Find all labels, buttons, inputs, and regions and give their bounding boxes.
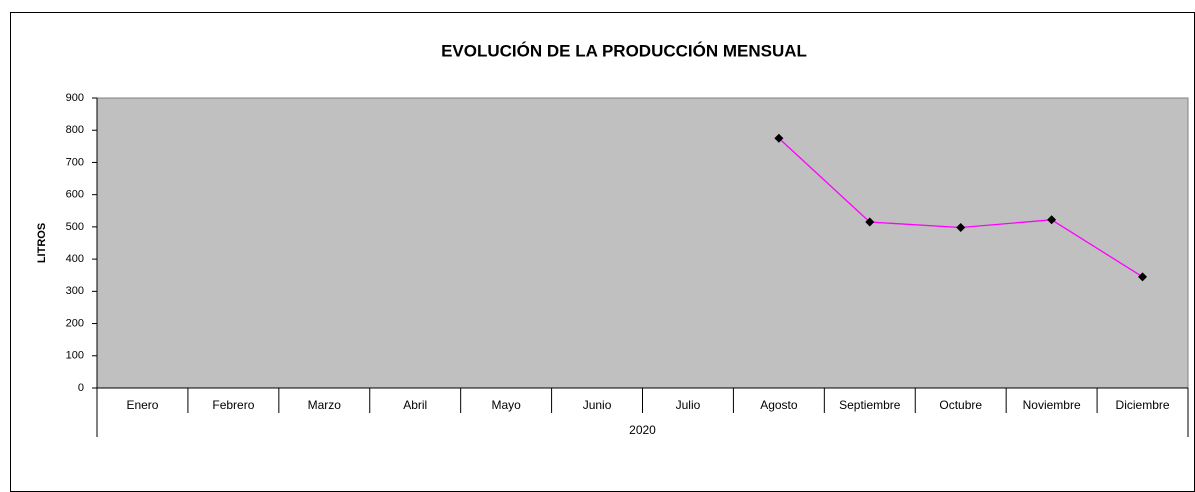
group-label: 2020 — [629, 423, 656, 437]
y-tick-label: 500 — [66, 221, 84, 233]
y-tick-label: 0 — [78, 382, 84, 394]
y-tick-label: 600 — [66, 189, 84, 201]
x-tick-label: Diciembre — [1116, 398, 1170, 412]
x-tick-label: Noviembre — [1023, 398, 1081, 412]
plot-area — [96, 97, 1189, 389]
marker — [865, 217, 875, 227]
x-tick-label: Julio — [676, 398, 701, 412]
y-tick-label: 800 — [66, 124, 84, 136]
marker — [1138, 272, 1148, 282]
marker — [956, 223, 966, 233]
marker — [774, 133, 784, 143]
x-tick-label: Febrero — [212, 398, 254, 412]
x-tick-label: Enero — [126, 398, 158, 412]
y-tick-label: 400 — [66, 253, 84, 265]
x-tick-label: Junio — [583, 398, 612, 412]
y-tick-label: 100 — [66, 350, 84, 362]
x-tick-label: Marzo — [308, 398, 342, 412]
x-tick-label: Mayo — [491, 398, 521, 412]
x-tick-label: Abril — [403, 398, 427, 412]
x-tick-label: Septiembre — [839, 398, 901, 412]
marker — [1047, 215, 1057, 225]
y-axis-label: LITROS — [36, 223, 48, 263]
y-tick-label: 700 — [66, 156, 84, 168]
x-tick-label: Agosto — [760, 398, 798, 412]
y-tick-label: 200 — [66, 317, 84, 329]
y-tick-label: 300 — [66, 285, 84, 297]
y-tick-label: 900 — [66, 92, 84, 104]
x-tick-label: Octubre — [939, 398, 982, 412]
chart-title: EVOLUCIÓN DE LA PRODUCCIÓN MENSUAL — [441, 41, 807, 60]
